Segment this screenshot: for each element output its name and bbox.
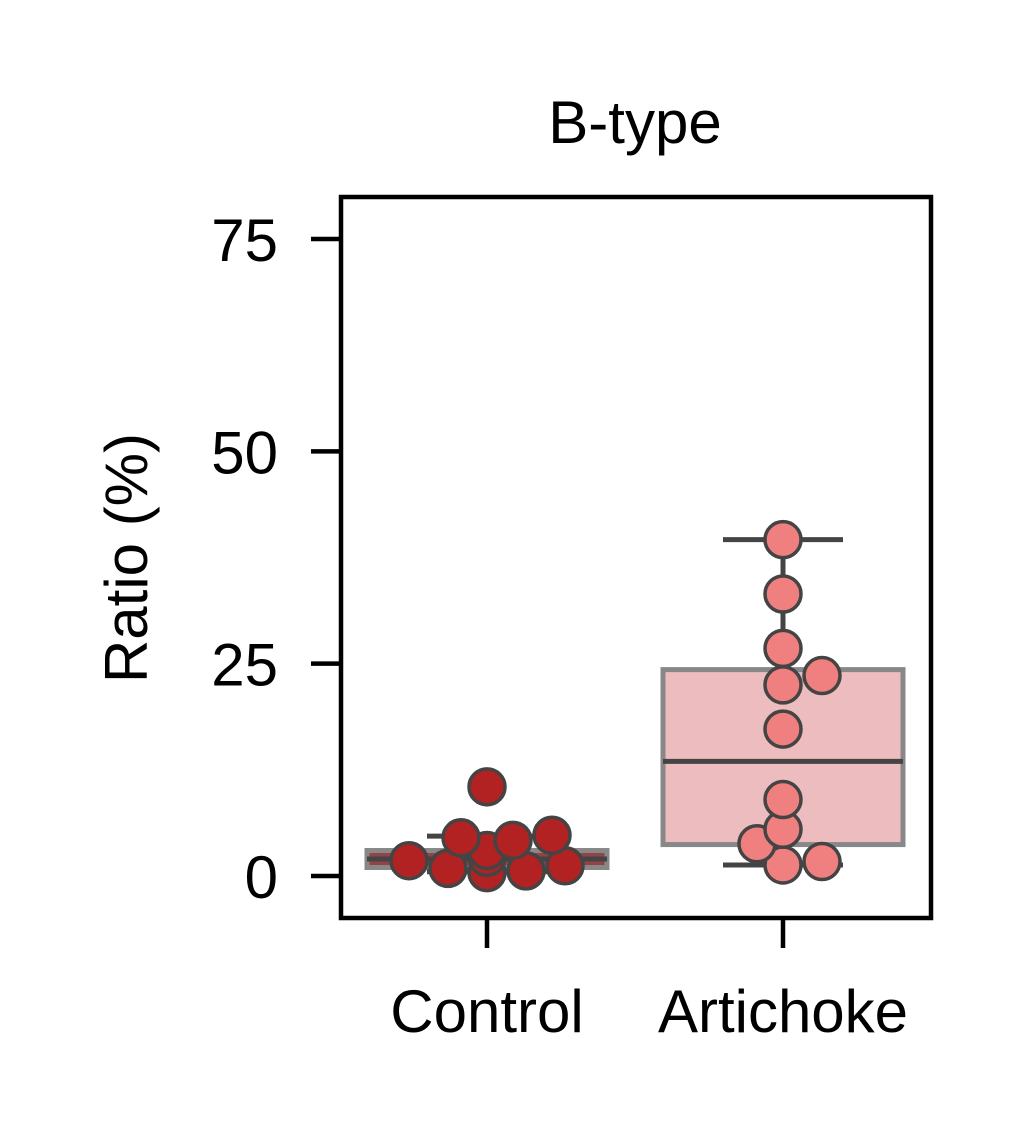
data-point [441, 818, 481, 858]
chart-title: B-type [548, 89, 721, 156]
data-point [763, 628, 803, 669]
y-axis-label: Ratio (%) [93, 433, 160, 683]
plot-frame [338, 194, 934, 921]
data-point [763, 519, 803, 560]
x-tick-label: Control [390, 978, 583, 1045]
data-point [763, 665, 803, 705]
data-point [763, 574, 803, 614]
box-group-control [364, 767, 610, 893]
y-tick-label: 75 [211, 207, 278, 274]
data-point [763, 709, 803, 749]
data-point [802, 841, 842, 882]
data-point [802, 655, 842, 696]
box-group-artichoke [660, 519, 906, 885]
data-point [467, 767, 507, 807]
y-tick-label: 0 [245, 844, 278, 911]
x-tick-label: Artichoke [658, 978, 908, 1045]
data-point [532, 815, 572, 855]
y-tick-label: 50 [211, 419, 278, 486]
data-point [389, 840, 429, 881]
y-tick-label: 25 [211, 632, 278, 699]
data-point [493, 820, 533, 861]
plot-area [364, 519, 906, 893]
data-point [763, 779, 803, 820]
